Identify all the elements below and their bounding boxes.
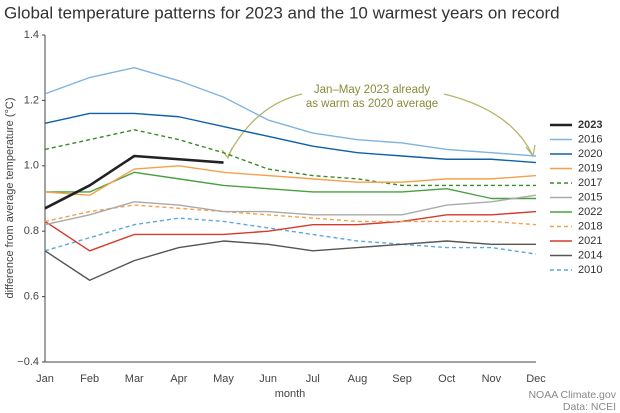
annotation: as warm as 2020 average [306, 98, 438, 110]
x-tick-label: Jul [306, 373, 320, 385]
series-line [44, 210, 537, 252]
legend-label: 2018 [578, 220, 602, 232]
series-line [44, 67, 537, 157]
legend-label: 2020 [578, 148, 602, 160]
series-line [44, 112, 537, 164]
legend-label: 2019 [578, 162, 602, 174]
legend-label: 2021 [578, 235, 602, 247]
annotation: Jan–May 2023 already [314, 84, 431, 96]
x-tick-label: Mar [125, 373, 144, 385]
annotation-arrow [227, 93, 303, 157]
legend-label: 2022 [578, 206, 602, 218]
series-line [45, 171, 536, 200]
series-line [44, 194, 537, 226]
legend-label: 2010 [578, 264, 602, 276]
x-tick-label: Oct [438, 373, 455, 385]
credit: NOAA Climate.gov [528, 389, 616, 401]
y-tick-label: 0.6 [24, 291, 39, 303]
x-tick-label: May [213, 373, 234, 385]
series-line [44, 129, 536, 187]
x-tick-label: Jan [36, 373, 54, 385]
x-tick-label: Nov [482, 373, 502, 385]
x-tick-label: Aug [348, 373, 368, 385]
x-tick-label: Sep [392, 373, 412, 385]
series-line [44, 217, 537, 255]
legend-label: 2023 [578, 119, 602, 131]
chart-title: Global temperature patterns for 2023 and… [4, 3, 560, 22]
x-axis-label: month [275, 388, 306, 400]
y-tick-label: 1.4 [24, 29, 39, 41]
y-axis-label: difference from average temperature (°C) [4, 97, 16, 298]
series-line [44, 154, 224, 210]
y-tick-label: 1.2 [24, 94, 39, 106]
credit: Data: NCEI [563, 401, 616, 413]
series-line [44, 204, 537, 226]
legend-label: 2016 [578, 133, 602, 145]
legend-label: 2015 [578, 191, 602, 203]
x-tick-label: Feb [80, 373, 99, 385]
y-tick-label: 0.8 [24, 225, 39, 237]
y-tick-label: 1.0 [24, 160, 39, 172]
x-tick-label: Apr [170, 373, 187, 385]
annotation-arrow [443, 93, 533, 155]
series-line [44, 165, 537, 196]
x-tick-label: Dec [526, 373, 546, 385]
x-tick-label: Jun [259, 373, 277, 385]
legend-label: 2017 [578, 177, 602, 189]
y-tick-label: −0.4 [17, 356, 39, 368]
legend-label: 2014 [578, 249, 602, 261]
series-line [44, 240, 536, 281]
